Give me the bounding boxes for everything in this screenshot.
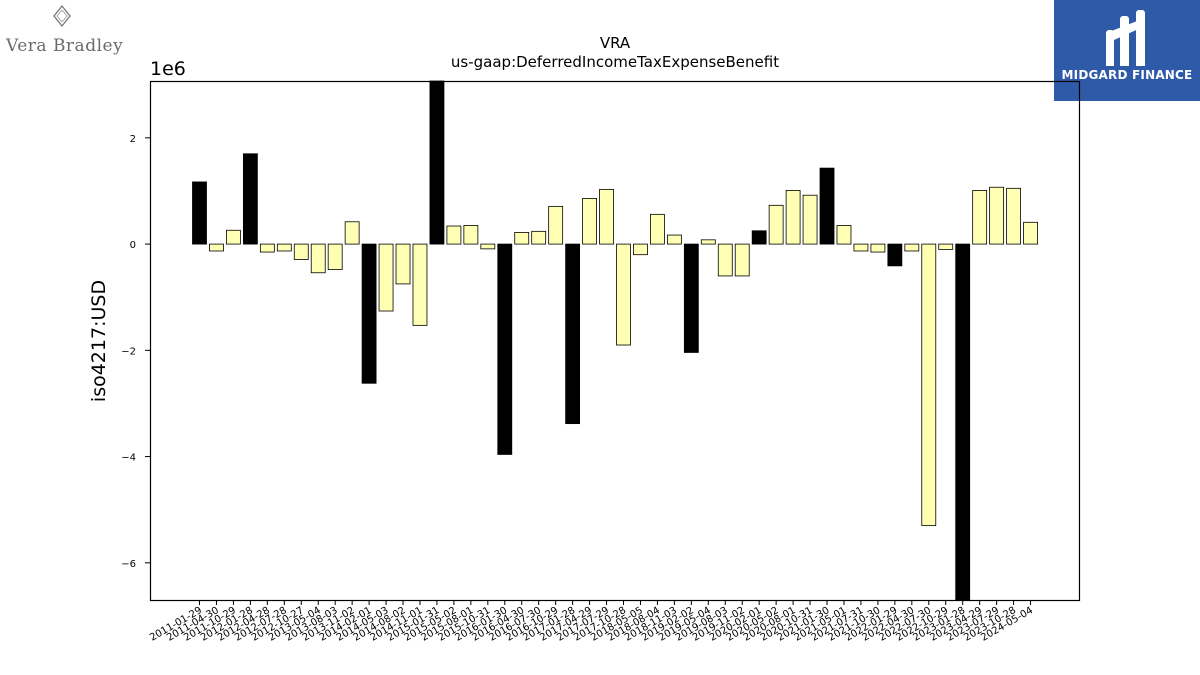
bar-2016-04-30 bbox=[514, 231, 530, 245]
x-axis: 2011-01-292011-04-302011-10-292012-01-28… bbox=[148, 600, 1035, 644]
y-axis-label: iso4217:USD bbox=[88, 280, 110, 402]
y-tick-label--4: −4 bbox=[121, 453, 136, 464]
y-tick-label-0: 0 bbox=[130, 240, 136, 251]
bar-2017-10-28 bbox=[616, 243, 631, 346]
bar-2015-01-31 bbox=[429, 80, 445, 245]
bar-2014-11-01 bbox=[412, 243, 428, 326]
bar-2014-05-03 bbox=[378, 243, 394, 312]
bar-2021-07-31 bbox=[853, 243, 869, 252]
bar-2024-05-04 bbox=[1023, 221, 1038, 245]
bar-2012-04-28 bbox=[259, 243, 275, 253]
vera-bradley-logo: Vera Bradley bbox=[0, 0, 130, 64]
bar-2017-07-29 bbox=[599, 188, 614, 245]
bar-2023-07-29 bbox=[989, 186, 1005, 245]
bar-2016-01-30 bbox=[497, 243, 513, 455]
bar-2022-07-30 bbox=[921, 243, 937, 527]
bar-2020-10-31 bbox=[802, 194, 818, 245]
bar-2019-02-02 bbox=[683, 243, 699, 353]
bar-2019-11-02 bbox=[734, 243, 750, 277]
midgard-finance-logo-text: MIDGARD FINANCE bbox=[1061, 68, 1193, 82]
bar-2017-04-29 bbox=[582, 197, 597, 245]
bar-2021-01-30 bbox=[819, 167, 835, 245]
bar-2022-04-30 bbox=[904, 243, 920, 252]
bar-2023-01-28 bbox=[955, 243, 971, 601]
y-tick-label--6: −6 bbox=[121, 559, 136, 570]
bar-2018-11-03 bbox=[666, 234, 682, 245]
bar-2021-05-01 bbox=[836, 225, 852, 245]
bar-2016-07-30 bbox=[531, 230, 547, 245]
bar-2018-08-04 bbox=[650, 213, 665, 245]
bar-2014-02-01 bbox=[361, 243, 377, 384]
y-tick-label--2: −2 bbox=[121, 346, 136, 357]
y-tick-label-2: 2 bbox=[130, 134, 136, 145]
bar-2011-01-29 bbox=[192, 181, 207, 245]
midgard-m-icon bbox=[1106, 10, 1145, 66]
bar-2015-08-01 bbox=[463, 225, 479, 245]
bar-2012-07-28 bbox=[276, 243, 292, 252]
bar-2014-08-02 bbox=[395, 243, 411, 285]
bar-2013-08-03 bbox=[327, 243, 343, 270]
bars-group bbox=[192, 80, 1038, 601]
bar-2020-08-01 bbox=[785, 190, 801, 245]
y-axis: 2 0 −2 −4 −6 bbox=[121, 134, 150, 570]
bar-2023-10-28 bbox=[1006, 187, 1021, 245]
chart-title: VRA bbox=[600, 34, 631, 52]
bar-2021-10-30 bbox=[870, 243, 886, 253]
chart-subtitle: us-gaap:DeferredIncomeTaxExpenseBenefit bbox=[451, 53, 779, 71]
bar-2018-05-05 bbox=[633, 243, 648, 256]
bar-2011-04-30 bbox=[209, 243, 224, 252]
bar-2017-01-28 bbox=[565, 243, 581, 425]
bar-2019-08-03 bbox=[717, 243, 733, 277]
bar-2022-01-29 bbox=[887, 243, 903, 267]
bar-2012-01-28 bbox=[242, 153, 258, 245]
bar-2016-10-29 bbox=[548, 205, 564, 245]
bar-2015-10-31 bbox=[480, 243, 496, 250]
bar-2013-11-02 bbox=[344, 221, 360, 245]
vera-bradley-logo-text: Vera Bradley bbox=[6, 36, 124, 56]
bar-2011-10-29 bbox=[226, 229, 241, 245]
bar-2013-05-04 bbox=[310, 243, 326, 274]
bar-2022-10-29 bbox=[938, 243, 954, 250]
y-scale-label: 1e6 bbox=[150, 58, 186, 80]
bar-2015-05-02 bbox=[446, 225, 462, 245]
bar-2020-02-01 bbox=[751, 230, 767, 245]
bar-2019-05-04 bbox=[700, 239, 716, 245]
bar-2023-04-29 bbox=[972, 190, 988, 245]
midgard-finance-logo: MIDGARD FINANCE bbox=[1054, 0, 1200, 101]
plot-frame bbox=[149, 80, 1081, 602]
bar-2020-05-02 bbox=[768, 204, 784, 245]
diamond-vb-icon bbox=[53, 4, 71, 28]
bar-2012-10-27 bbox=[293, 243, 309, 260]
